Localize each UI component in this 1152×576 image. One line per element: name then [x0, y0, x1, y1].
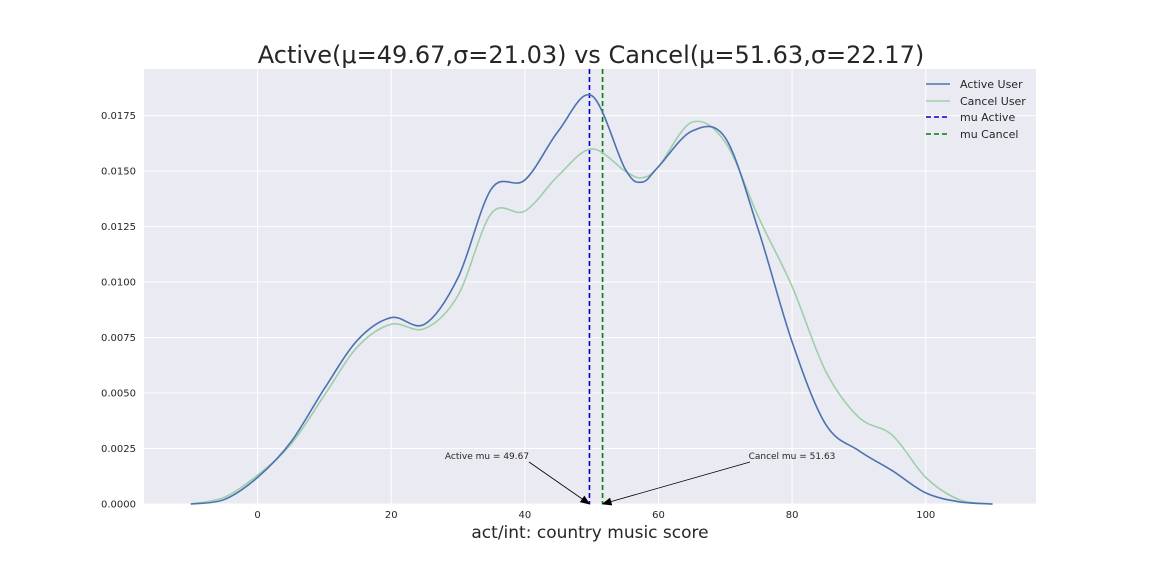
- y-tick-label: 0.0075: [101, 333, 136, 344]
- y-tick-label: 0.0050: [101, 389, 136, 400]
- x-tick-label: 60: [652, 510, 665, 521]
- chart-title: Active(μ=49.67,σ=21.03) vs Cancel(μ=51.6…: [258, 41, 924, 69]
- x-tick-label: 0: [254, 510, 260, 521]
- legend-label-mu-cancel: mu Cancel: [960, 128, 1018, 141]
- legend-label-cancel: Cancel User: [960, 95, 1026, 108]
- y-tick-label: 0.0125: [101, 222, 136, 233]
- x-axis-label: act/int: country music score: [471, 523, 708, 543]
- x-tick-label: 80: [786, 510, 799, 521]
- cancel-mu-annotation: Cancel mu = 51.63: [749, 452, 836, 462]
- active-mu-arrow: [528, 461, 591, 505]
- y-tick-label: 0.0000: [101, 500, 136, 511]
- x-tick-label: 100: [916, 510, 935, 521]
- legend-label-active: Active User: [960, 78, 1023, 91]
- y-tick-label: 0.0150: [101, 167, 136, 178]
- cancel-mu-arrow: [601, 461, 751, 506]
- x-tick-label: 20: [385, 510, 398, 521]
- x-tick-label: 40: [518, 510, 531, 521]
- legend: Active User Cancel User mu Active mu Can…: [926, 78, 1026, 141]
- y-tick-label: 0.0100: [101, 278, 136, 289]
- y-tick-label: 0.0025: [101, 444, 136, 455]
- series-line-active-user: [190, 93, 993, 505]
- y-tick-label: 0.0175: [101, 111, 136, 122]
- active-mu-annotation: Active mu = 49.67: [445, 452, 529, 462]
- series-line-cancel-user: [190, 120, 993, 505]
- legend-label-mu-active: mu Active: [960, 111, 1015, 124]
